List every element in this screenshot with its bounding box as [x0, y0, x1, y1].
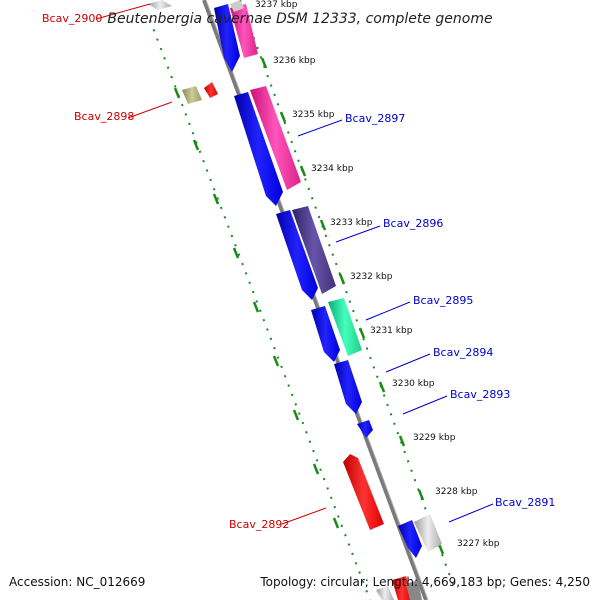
gene-label-bcav-2900[interactable]: Bcav_2900	[42, 12, 102, 25]
kbp-label: 3232 kbp	[350, 272, 393, 282]
gene-bar[interactable]	[376, 586, 394, 600]
kbp-label: 3230 kbp	[392, 379, 435, 389]
kbp-scale-labels: 3237 kbp 3236 kbp 3235 kbp 3234 kbp 3233…	[255, 0, 500, 549]
gene-label-leaders	[95, 3, 494, 525]
gene-bar[interactable]	[398, 520, 422, 558]
gene-label-bcav-2895[interactable]: Bcav_2895	[413, 294, 473, 307]
kbp-label: 3231 kbp	[370, 326, 413, 336]
gene-label-bcav-2891[interactable]: Bcav_2891	[495, 496, 555, 509]
gene-label-bcav-2898[interactable]: Bcav_2898	[74, 110, 134, 123]
gene-bar[interactable]	[230, 4, 258, 58]
ruler-dotted-lines	[149, 0, 456, 600]
kbp-label: 3228 kbp	[435, 487, 478, 497]
kbp-label: 3233 kbp	[330, 218, 373, 228]
gene-labels: Bcav_2900 Bcav_2898 Bcav_2897 Bcav_2896 …	[42, 12, 555, 531]
gene-bar[interactable]	[414, 514, 442, 552]
gene-bar[interactable]	[214, 4, 240, 72]
gene-bar[interactable]	[234, 92, 283, 206]
gene-label-bcav-2893[interactable]: Bcav_2893	[450, 388, 510, 401]
gene-label-bcav-2892[interactable]: Bcav_2892	[229, 518, 289, 531]
ruler-major-ticks	[173, 57, 445, 555]
gene-bar[interactable]	[276, 210, 318, 300]
gene-bar[interactable]	[343, 454, 384, 530]
gene-bar[interactable]	[334, 360, 362, 414]
gene-bar[interactable]	[182, 86, 202, 104]
genome-backbone	[202, 0, 428, 600]
gene-bar[interactable]	[148, 0, 172, 10]
kbp-label: 3229 kbp	[413, 433, 456, 443]
accession-text: Accession: NC_012669	[9, 575, 145, 589]
gene-bar[interactable]	[292, 206, 336, 294]
kbp-label: 3227 kbp	[457, 539, 500, 549]
gene-label-bcav-2894[interactable]: Bcav_2894	[433, 346, 493, 359]
gene-bar[interactable]	[328, 298, 362, 356]
genome-title: Beutenbergia cavernae DSM 12333, complet…	[107, 11, 492, 27]
kbp-label: 3234 kbp	[311, 164, 354, 174]
gene-bar[interactable]	[250, 86, 301, 190]
kbp-label: 3235 kbp	[292, 110, 335, 120]
kbp-label: 3236 kbp	[273, 56, 316, 66]
gene-label-bcav-2896[interactable]: Bcav_2896	[383, 217, 443, 230]
gene-bar[interactable]	[311, 306, 340, 362]
gene-bar[interactable]	[357, 420, 373, 438]
gene-bar[interactable]	[230, 0, 244, 12]
gene-bar[interactable]	[406, 580, 422, 600]
gene-bar[interactable]	[204, 82, 218, 98]
gene-bar[interactable]	[392, 576, 412, 600]
kbp-label: 3237 kbp	[255, 0, 298, 10]
gene-features	[148, 0, 442, 600]
gene-label-bcav-2897[interactable]: Bcav_2897	[345, 112, 405, 125]
topology-text: Topology: circular; Length: 4,669,183 bp…	[259, 575, 590, 589]
